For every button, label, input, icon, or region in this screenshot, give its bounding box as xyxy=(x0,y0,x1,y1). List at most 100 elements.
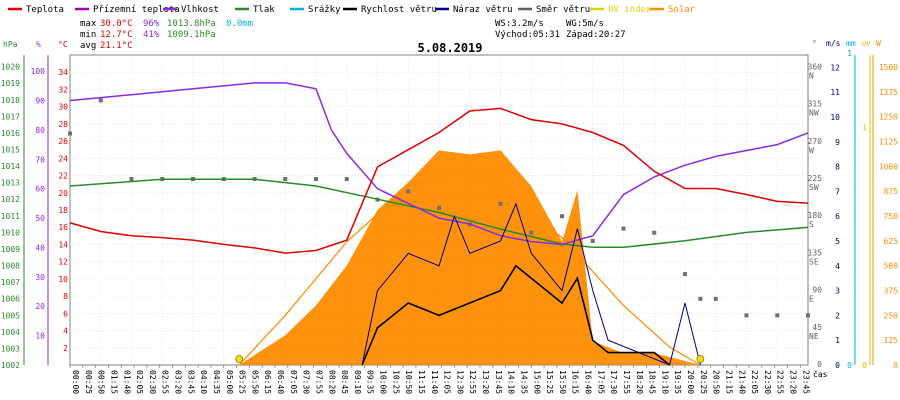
axis-hpa-tick: 1013 xyxy=(1,179,20,188)
time-tick-label: 08:20 xyxy=(327,370,336,394)
axis-w-tick: 1000 xyxy=(879,162,898,171)
time-tick-label: 12:55 xyxy=(468,370,477,394)
axis-ms-tick: 11 xyxy=(830,88,840,97)
axis-dir-label: N xyxy=(809,71,814,80)
time-tick-label: 11:15 xyxy=(417,370,426,394)
time-tick-label: 12:30 xyxy=(455,370,464,394)
time-tick-label: 15:25 xyxy=(545,370,554,394)
axis-ms-tick: 12 xyxy=(830,63,840,72)
axis-hpa-tick: 1008 xyxy=(1,262,20,271)
legend-label: Teplota xyxy=(26,5,64,15)
axis-hpa-tick: 1019 xyxy=(1,79,20,88)
axis-w-tick: 875 xyxy=(884,187,899,196)
time-tick-label: 17:30 xyxy=(609,370,618,394)
axis-ms-tick: 6 xyxy=(835,212,840,221)
time-tick-label: 15:00 xyxy=(532,370,541,394)
time-tick-label: 09:10 xyxy=(353,370,362,394)
time-tick-label: 19:35 xyxy=(673,370,682,394)
axis-w-tick: 1250 xyxy=(879,113,898,122)
axis-hum-tick: 70 xyxy=(35,155,45,164)
stats-avg-label: avg xyxy=(80,41,96,51)
axis-uv-unit: UV xyxy=(862,40,871,48)
axis-dir-label: NE xyxy=(809,332,819,341)
axis-dir-tick: 135 xyxy=(808,248,823,257)
wind-dir-point xyxy=(713,296,718,301)
series-temperature xyxy=(69,107,809,254)
stats-max-label: max xyxy=(80,19,97,29)
legend-label: Směr větru xyxy=(536,5,590,15)
axis-dir-tick: 270 xyxy=(808,137,823,146)
time-tick-label: 17:05 xyxy=(596,370,605,394)
axis-hpa-tick: 1009 xyxy=(1,245,20,254)
axis-hpa-tick: 1002 xyxy=(1,361,20,370)
axis-hpa-tick: 1007 xyxy=(1,278,20,287)
info-sunset: Západ:20:27 xyxy=(566,30,626,40)
axis-hum-tick: 30 xyxy=(35,273,45,282)
time-tick-label: 05:50 xyxy=(250,370,259,394)
axis-ms-tick: 0 xyxy=(835,361,840,370)
axis-hpa-tick: 1011 xyxy=(1,212,20,221)
axis-w-tick: 1375 xyxy=(879,88,898,97)
time-tick-label: 19:10 xyxy=(660,370,669,394)
time-tick-label: 10:25 xyxy=(391,370,400,394)
axis-temp-tick: 8 xyxy=(63,292,68,301)
time-axis-label: čas xyxy=(813,369,828,379)
time-tick-label: 20:00 xyxy=(686,370,695,394)
axis-temp-tick: 16 xyxy=(58,223,68,232)
wind-dir-point xyxy=(529,230,534,235)
time-tick-label: 16:40 xyxy=(584,370,593,394)
axis-temp-tick: 14 xyxy=(58,240,68,249)
wind-dir-point xyxy=(683,272,687,277)
wind-dir-point xyxy=(498,201,503,206)
axis-hum-tick: 60 xyxy=(35,185,45,194)
axis-hpa-tick: 1016 xyxy=(1,129,20,138)
series-layer xyxy=(68,82,810,366)
wind-dir-point xyxy=(129,177,134,181)
time-tick-label: 04:35 xyxy=(212,370,221,394)
series-solar-clear xyxy=(238,171,701,366)
axis-dir-tick: 315 xyxy=(808,100,823,109)
axis-temp-tick: 10 xyxy=(58,275,68,284)
time-tick-label: 01:15 xyxy=(109,370,118,394)
axis-temp-tick: 18 xyxy=(58,206,68,215)
axis-w-tick: 1125 xyxy=(879,137,898,146)
axis-hum-tick: 50 xyxy=(35,214,45,223)
time-tick-label: 16:15 xyxy=(571,370,580,394)
wind-dir-point xyxy=(344,177,349,181)
axis-dir-label: S xyxy=(809,220,814,229)
axis-dir-tick: 0 xyxy=(817,360,822,369)
time-tick-label: 05:25 xyxy=(238,370,247,394)
time-tick-label: 01:40 xyxy=(122,370,131,394)
legend: Teplota Přízemní teplota Vlhkost Tlak Srážky… xyxy=(8,5,696,15)
wind-dir-point xyxy=(621,226,626,231)
axis-ms-tick: 2 xyxy=(835,311,840,320)
wind-dir-point xyxy=(590,239,595,243)
time-tick-label: 02:05 xyxy=(135,370,144,394)
stats-avg-temp: 21.1°C xyxy=(100,41,133,51)
axis-hpa-tick: 1006 xyxy=(1,295,20,304)
time-tick-label: 00:25 xyxy=(84,370,93,394)
axis-w-tick: 125 xyxy=(884,336,899,345)
grid xyxy=(69,54,809,366)
time-tick-label: 17:55 xyxy=(622,370,631,394)
axis-w-tick: 750 xyxy=(884,212,899,221)
wind-dir-point xyxy=(652,230,657,235)
info-sunrise: Východ:05:31 xyxy=(495,30,560,40)
time-tick-label: 00:50 xyxy=(97,370,106,394)
wind-dir-point xyxy=(744,313,749,318)
axis-temp-unit: °C xyxy=(58,40,68,49)
axis-hpa-tick: 1010 xyxy=(1,228,20,237)
axis-hpa-tick: 1005 xyxy=(1,311,20,320)
time-tick-label: 04:10 xyxy=(199,370,208,394)
time-tick-label: 07:30 xyxy=(302,370,311,394)
time-tick-label: 02:30 xyxy=(148,370,157,394)
time-tick-label: 20:50 xyxy=(712,370,721,394)
legend-label: Přízemní teplota xyxy=(93,5,180,15)
time-tick-label: 06:40 xyxy=(276,370,285,394)
axis-ms-tick: 3 xyxy=(835,287,840,296)
axis-dir-label: SW xyxy=(809,183,819,192)
series-pressure xyxy=(69,178,809,249)
axis-temp-tick: 4 xyxy=(63,327,68,336)
time-tick-label: 06:15 xyxy=(263,370,272,394)
axis-w-tick: 250 xyxy=(884,311,899,320)
